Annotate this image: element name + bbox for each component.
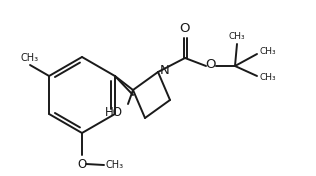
Text: O: O	[206, 58, 216, 71]
Text: CH₃: CH₃	[260, 74, 276, 83]
Text: N: N	[160, 64, 170, 77]
Text: O: O	[77, 158, 87, 171]
Text: O: O	[180, 22, 190, 35]
Text: CH₃: CH₃	[21, 53, 39, 63]
Text: CH₃: CH₃	[106, 160, 124, 170]
Text: CH₃: CH₃	[229, 32, 245, 41]
Text: HO: HO	[105, 106, 123, 119]
Text: CH₃: CH₃	[260, 48, 276, 56]
